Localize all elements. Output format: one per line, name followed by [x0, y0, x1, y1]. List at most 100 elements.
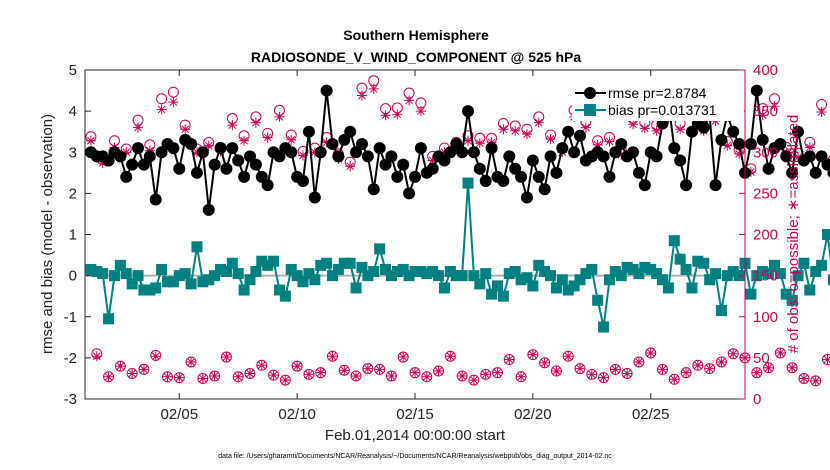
assimilated-obs-point	[704, 363, 715, 374]
bias-point	[515, 274, 527, 286]
assimilated-obs-point	[757, 110, 768, 121]
assimilated-obs-point	[580, 122, 591, 133]
rmse-point	[550, 166, 563, 179]
rmse-point	[526, 154, 539, 167]
assimilated-obs-point	[804, 142, 815, 153]
bias-point	[103, 313, 115, 325]
assimilated-obs-point	[427, 155, 438, 166]
y2-tick-label: 100	[753, 309, 778, 326]
legend: rmse pr=2.8784 bias pr=0.013731	[572, 81, 744, 121]
bias-point	[285, 263, 297, 275]
assimilated-obs-point	[404, 95, 415, 106]
bias-point	[173, 270, 185, 282]
assimilated-obs-point	[616, 149, 627, 160]
bias-point	[456, 270, 468, 282]
x-tick-label: 02/25	[632, 406, 670, 423]
assimilated-obs-point	[321, 137, 332, 148]
rmse-point	[355, 138, 368, 151]
rmse-point	[733, 138, 746, 151]
assimilated-obs-point	[138, 364, 149, 375]
assimilated-obs-point	[327, 351, 338, 362]
assimilated-obs-point	[298, 150, 309, 161]
bias-point	[692, 255, 704, 267]
rmse-point	[232, 154, 245, 167]
bias-point	[810, 266, 822, 278]
assimilated-obs-point	[516, 371, 527, 382]
rmse-point	[627, 146, 640, 159]
assimilated-obs-point	[692, 360, 703, 371]
bias-point	[786, 294, 798, 306]
plot-area	[84, 69, 746, 400]
bias-point	[444, 266, 456, 278]
bias-point	[497, 290, 509, 302]
bias-point	[603, 274, 615, 286]
y2-tick-label: 350	[753, 103, 778, 120]
assimilated-obs-point	[463, 135, 474, 146]
assimilated-obs-point	[421, 371, 432, 382]
rmse-point	[674, 154, 687, 167]
assimilated-obs-point	[751, 367, 762, 378]
bias-point	[279, 290, 291, 302]
assimilated-obs-point	[239, 135, 250, 146]
bias-point	[120, 268, 132, 280]
bias-point	[167, 276, 179, 288]
y2-tick-label: 400	[753, 62, 778, 79]
bias-point	[162, 276, 173, 288]
bias-point	[397, 263, 409, 275]
rmse-point	[314, 146, 327, 159]
assimilated-obs-point	[480, 369, 491, 380]
bias-point	[150, 282, 162, 294]
assimilated-obs-point	[97, 157, 108, 168]
assimilated-obs-point	[386, 370, 397, 381]
bias-point	[391, 266, 403, 278]
bias-point	[97, 268, 109, 280]
assimilated-obs-point	[292, 361, 303, 372]
assimilated-obs-point	[233, 371, 244, 382]
assimilated-obs-point	[586, 369, 597, 380]
assimilated-obs-point	[410, 367, 420, 378]
rmse-point	[361, 150, 374, 163]
bias-point	[403, 270, 415, 282]
rmse-point	[515, 170, 528, 183]
rmse-point	[120, 170, 133, 183]
data-file-footnote: data file: /Users/gharamti/Documents/NCA…	[218, 453, 612, 460]
rmse-point	[403, 187, 416, 200]
series-layer	[84, 84, 830, 333]
rmse-point	[320, 84, 333, 97]
rmse-point	[809, 166, 822, 179]
assimilated-obs-point	[610, 364, 621, 375]
assimilated-obs-point	[127, 368, 138, 379]
bias-point	[621, 261, 633, 273]
y-tick-label: 5	[69, 62, 77, 79]
rmse-point	[562, 125, 575, 138]
bias-point	[291, 270, 303, 282]
assimilated-obs-point	[186, 356, 197, 367]
assimilated-obs-point	[769, 101, 780, 112]
x-tick-label: 02/20	[514, 406, 552, 423]
assimilated-obs-point	[633, 356, 644, 367]
rmse-point	[367, 183, 380, 196]
bias-point	[262, 259, 274, 271]
y-tick-label: 3	[69, 144, 77, 161]
bias-point	[197, 276, 209, 288]
assimilated-obs-point	[351, 370, 362, 381]
bias-point	[179, 268, 191, 280]
assimilated-obs-point	[716, 356, 727, 367]
assimilated-obs-point	[103, 371, 114, 382]
bias-point	[568, 280, 580, 292]
rmse-point	[520, 191, 533, 204]
rmse-point	[190, 166, 203, 179]
bias-point	[350, 282, 362, 294]
assimilated-obs-point	[197, 373, 208, 384]
bias-point	[415, 266, 427, 278]
rmse-point	[762, 162, 775, 175]
bias-point	[108, 270, 120, 282]
bias-point	[680, 263, 692, 275]
assimilated-obs-point	[256, 360, 267, 371]
bias-point	[615, 270, 627, 282]
assimilated-obs-point	[639, 123, 650, 134]
bias-point	[727, 266, 739, 278]
assimilated-obs-point	[722, 140, 733, 151]
assimilated-obs-point	[368, 83, 379, 94]
assimilated-obs-point	[362, 363, 373, 374]
